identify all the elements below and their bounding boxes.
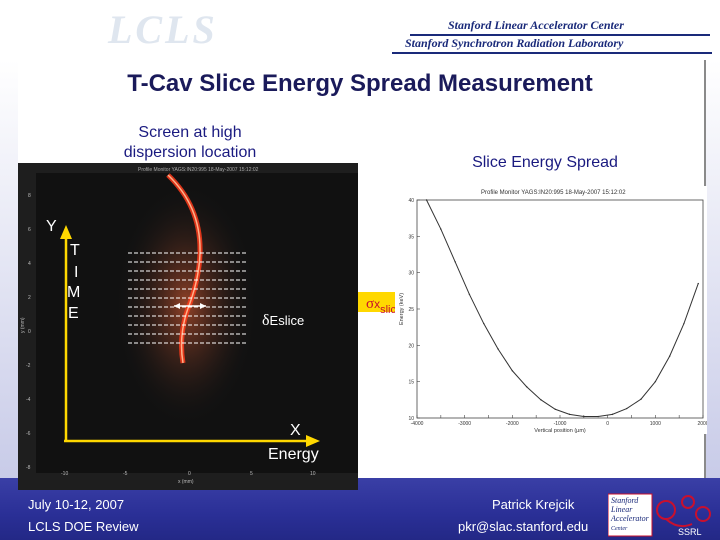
image-y-tick: 4	[28, 261, 31, 267]
energy-spread-plot: Profile Monitor YAGS:IN20:995 18-May-200…	[395, 186, 707, 434]
logo-word-center: Center	[611, 526, 628, 532]
x-tick-label: -2000	[506, 421, 519, 427]
side-band-left	[0, 60, 18, 480]
time-letter: M	[67, 284, 80, 301]
image-y-tick: 2	[28, 295, 31, 301]
footer-email: pkr@slac.stanford.edu	[458, 519, 589, 534]
image-x-label: x (mm)	[178, 479, 194, 485]
y-tick-label: 10	[408, 416, 414, 422]
lab-name-slac: Stanford Linear Accelerator Center	[448, 18, 624, 32]
lcls-logo: LCLS	[108, 6, 218, 53]
y-tick-label: 40	[408, 198, 414, 204]
screen-location-label: Screen at high dispersion location	[123, 124, 257, 161]
profile-monitor-image: Profile Monitor YAGS:IN20:995 18-May-200…	[18, 163, 358, 490]
slice-energy-spread-label: Slice Energy Spread	[472, 154, 618, 171]
data-point	[497, 348, 499, 350]
y-tick-label: 30	[408, 271, 414, 277]
data-point	[511, 370, 514, 372]
y-tick-label: 25	[408, 307, 414, 313]
image-x-tick: 0	[188, 471, 191, 477]
series-line	[426, 199, 699, 418]
data-point	[640, 398, 642, 400]
data-point	[540, 399, 542, 401]
data-point	[697, 282, 699, 285]
header-rule-1	[410, 34, 710, 36]
energy-axis-label: Energy	[268, 446, 319, 463]
image-y-tick: -6	[26, 431, 31, 437]
image-y-tick: 0	[28, 329, 31, 335]
logo-word-stanford: Stanford	[611, 496, 639, 505]
image-y-tick: 8	[28, 193, 31, 199]
image-x-tick: 10	[310, 471, 316, 477]
image-x-tick: -10	[61, 471, 68, 477]
data-point	[483, 322, 485, 325]
y-tick-label: 35	[408, 234, 414, 240]
logo-word-ssrl: SSRL	[678, 527, 702, 537]
image-y-tick: 6	[28, 227, 31, 233]
data-point	[668, 355, 671, 357]
image-y-label: y (mm)	[20, 317, 26, 333]
lab-name-ssrl: Stanford Synchrotron Radiation Laborator…	[405, 36, 624, 50]
x-tick-label: 1000	[650, 421, 661, 427]
header-rule-2	[392, 52, 712, 54]
data-point	[654, 380, 657, 383]
time-letter: T	[70, 242, 80, 259]
image-y-tick: -8	[26, 465, 31, 471]
image-caption: Profile Monitor YAGS:IN20:995 18-May-200…	[138, 167, 259, 173]
time-letter: E	[68, 305, 79, 322]
slice-lines	[128, 252, 246, 344]
data-point	[525, 386, 528, 388]
delta-e-slice-label: δEslice	[262, 312, 304, 329]
x-tick-label: -1000	[554, 421, 567, 427]
y-tick-label: 15	[408, 380, 414, 386]
logo-word-linear: Linear	[610, 505, 633, 514]
logo-word-accelerator: Accelerator	[610, 514, 650, 523]
data-point	[597, 415, 599, 418]
data-point	[440, 228, 442, 230]
slac-ssrl-logo: Stanford Linear Accelerator Center SSRL	[608, 493, 711, 537]
data-point	[568, 413, 571, 416]
header-bar	[0, 0, 720, 60]
y-axis-label: Energy (keV)	[399, 293, 405, 325]
x-tick-label: -4000	[411, 421, 424, 427]
x-tick-label: 0	[606, 421, 609, 427]
plot-title: Profile Monitor YAGS:IN20:995 18-May-200…	[481, 190, 626, 196]
data-point	[683, 322, 685, 325]
data-point	[425, 199, 428, 201]
footer-event: LCLS DOE Review	[28, 519, 139, 534]
image-y-tick: -4	[26, 397, 31, 403]
x-axis-label: X	[290, 422, 301, 439]
data-point	[583, 415, 585, 418]
data-point	[468, 293, 471, 296]
time-letter: I	[74, 264, 78, 281]
x-tick-label: 2000	[697, 421, 707, 427]
data-point	[626, 407, 628, 410]
data-point	[611, 413, 614, 416]
image-x-tick: -5	[123, 471, 128, 477]
side-band-right	[704, 60, 720, 480]
x-tick-label: -3000	[458, 421, 471, 427]
x-axis-label: Vertical position (µm)	[534, 428, 586, 434]
image-y-tick: -2	[26, 363, 31, 369]
data-point	[554, 408, 556, 410]
lcls-logo-text: LCLS	[108, 7, 218, 52]
footer-date: July 10-12, 2007	[28, 497, 125, 512]
data-point	[454, 261, 456, 263]
plot-frame	[416, 199, 704, 419]
y-axis-label: Y	[46, 218, 57, 235]
y-tick-label: 20	[408, 343, 414, 349]
slide-title: T-Cav Slice Energy Spread Measurement	[127, 70, 593, 97]
footer-author: Patrick Krejcik	[492, 497, 575, 512]
image-x-tick: 5	[250, 471, 253, 477]
